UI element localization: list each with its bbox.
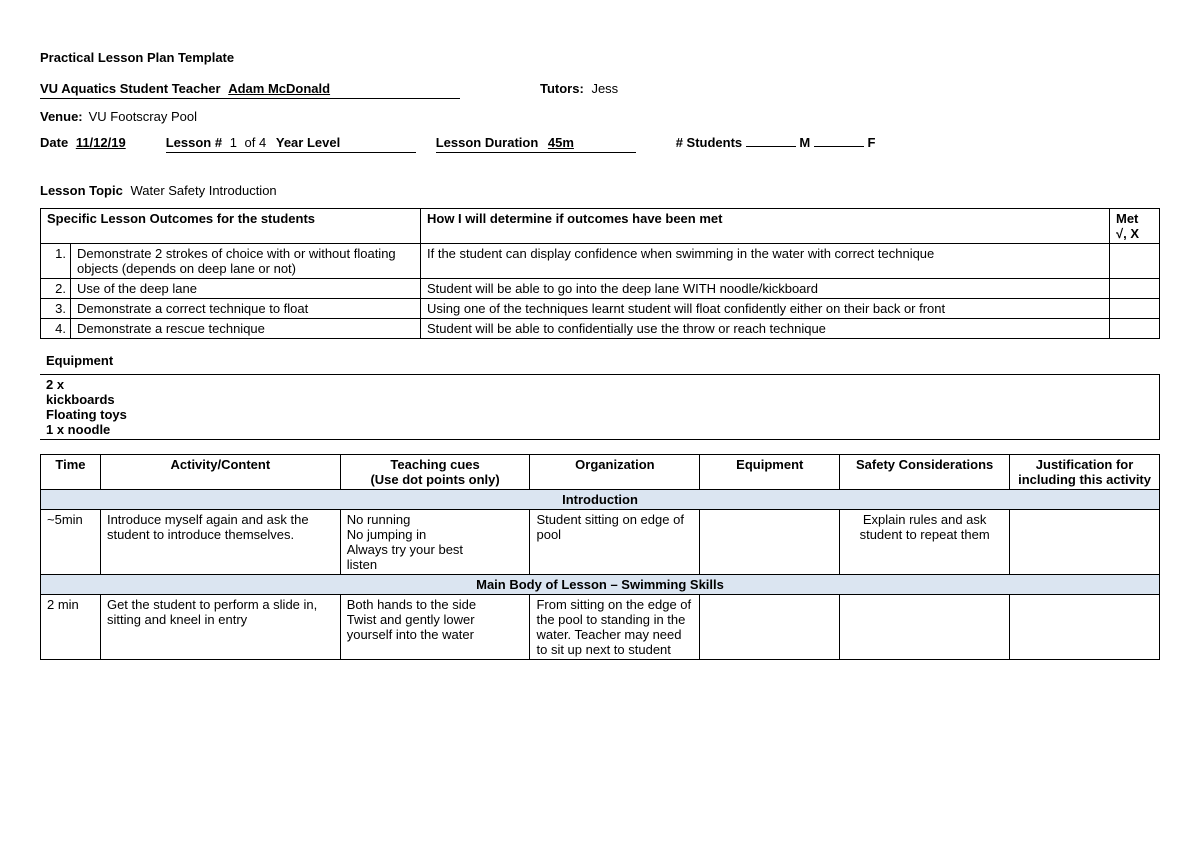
students-m-blank bbox=[814, 134, 864, 147]
duration-value: 45m bbox=[548, 135, 574, 150]
section-row-intro: Introduction bbox=[41, 490, 1160, 510]
date-label: Date bbox=[40, 135, 68, 150]
lesson-table: Time Activity/Content Teaching cues (Use… bbox=[40, 454, 1160, 660]
equipment-box: 2 x kickboards Floating toys 1 x noodle bbox=[40, 374, 1160, 440]
topic-value: Water Safety Introduction bbox=[130, 183, 276, 198]
outcomes-table: Specific Lesson Outcomes for the student… bbox=[40, 208, 1160, 339]
table-row: 4. Demonstrate a rescue technique Studen… bbox=[41, 319, 1160, 339]
document-title: Practical Lesson Plan Template bbox=[40, 50, 1160, 65]
tutors-label: Tutors: bbox=[540, 81, 584, 96]
outcomes-col-outcome: Specific Lesson Outcomes for the student… bbox=[41, 209, 421, 244]
topic-row: Lesson Topic Water Safety Introduction bbox=[40, 183, 1160, 198]
lesson-col-equip: Equipment bbox=[700, 455, 840, 490]
tutors-value: Jess bbox=[591, 81, 618, 96]
venue-row: Venue: VU Footscray Pool bbox=[40, 109, 1160, 124]
table-row: 1. Demonstrate 2 strokes of choice with … bbox=[41, 244, 1160, 279]
duration-label: Lesson Duration bbox=[436, 135, 539, 150]
equipment-line: kickboards bbox=[46, 392, 1153, 407]
topic-label: Lesson Topic bbox=[40, 183, 123, 198]
students-label: # Students bbox=[676, 135, 742, 150]
year-level-label: Year Level bbox=[276, 135, 340, 150]
lesson-col-safety: Safety Considerations bbox=[840, 455, 1010, 490]
teacher-name: Adam McDonald bbox=[228, 81, 330, 96]
students-m-label: M bbox=[799, 135, 810, 150]
section-row-main: Main Body of Lesson – Swimming Skills bbox=[41, 575, 1160, 595]
students-f-label: F bbox=[868, 135, 876, 150]
table-row: ~5min Introduce myself again and ask the… bbox=[41, 510, 1160, 575]
table-row: 2 min Get the student to perform a slide… bbox=[41, 595, 1160, 660]
table-row: 2. Use of the deep lane Student will be … bbox=[41, 279, 1160, 299]
lesson-col-org: Organization bbox=[530, 455, 700, 490]
equipment-line: Floating toys bbox=[46, 407, 1153, 422]
lesson-col-cues: Teaching cues (Use dot points only) bbox=[340, 455, 530, 490]
lesson-num-label: Lesson # bbox=[166, 135, 222, 150]
lesson-meta-row: Date 11/12/19 Lesson # 1 of 4 Year Level… bbox=[40, 134, 1160, 153]
students-total-blank bbox=[746, 134, 796, 147]
lesson-num-value: 1 bbox=[230, 135, 237, 150]
teacher-label: VU Aquatics Student Teacher bbox=[40, 81, 221, 96]
equipment-line: 1 x noodle bbox=[46, 422, 1153, 437]
lesson-col-activity: Activity/Content bbox=[100, 455, 340, 490]
outcomes-col-how: How I will determine if outcomes have be… bbox=[421, 209, 1110, 244]
lesson-col-just: Justification for including this activit… bbox=[1010, 455, 1160, 490]
lesson-of-label: of 4 bbox=[245, 135, 267, 150]
teacher-row: VU Aquatics Student Teacher Adam McDonal… bbox=[40, 81, 1160, 99]
table-row: 3. Demonstrate a correct technique to fl… bbox=[41, 299, 1160, 319]
venue-value: VU Footscray Pool bbox=[89, 109, 197, 124]
date-value: 11/12/19 bbox=[76, 135, 126, 150]
venue-label: Venue: bbox=[40, 109, 83, 124]
equipment-label: Equipment bbox=[40, 353, 1160, 368]
outcomes-col-met: Met √, X bbox=[1110, 209, 1160, 244]
equipment-line: 2 x bbox=[46, 377, 1153, 392]
lesson-col-time: Time bbox=[41, 455, 101, 490]
